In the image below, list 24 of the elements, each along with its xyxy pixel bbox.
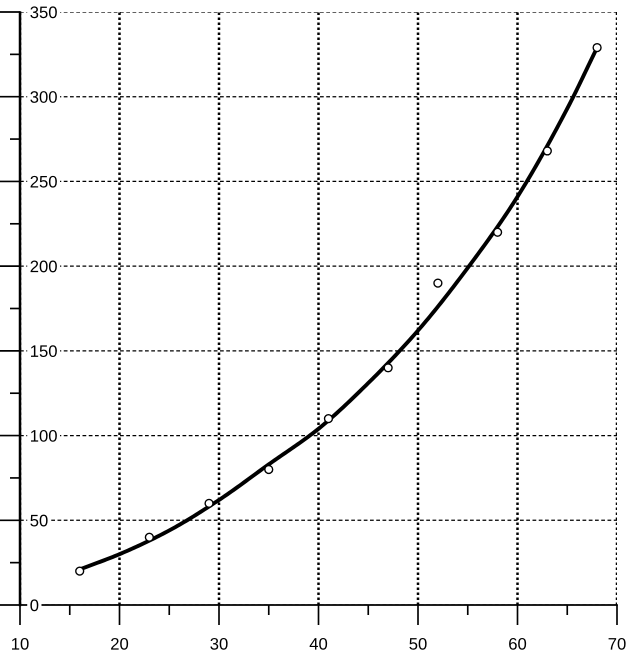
y-tick-label: 200 (30, 260, 57, 272)
x-tick-label: 10 (12, 638, 29, 650)
y-tick-label: 150 (30, 345, 57, 358)
y-tick-label: 300 (30, 91, 57, 103)
x-tick-label: 20 (111, 638, 128, 650)
x-tick-label: 30 (210, 638, 228, 650)
point (384, 363, 393, 372)
x-tick-label: 70 (608, 638, 626, 650)
y-tick-label: 350 (30, 6, 57, 18)
y-tick-label: 0 (30, 599, 38, 612)
y-tick-label: 100 (30, 430, 57, 442)
point (324, 414, 334, 424)
point (264, 464, 274, 474)
point (75, 566, 84, 576)
y-tick-label: 250 (30, 176, 57, 188)
point (542, 146, 552, 156)
x-tick-label: 50 (409, 638, 427, 650)
point (492, 228, 502, 237)
point (204, 498, 214, 508)
y-tick-label: 50 (30, 514, 48, 526)
x-tick-label: 60 (509, 638, 526, 650)
point (433, 278, 443, 288)
point (592, 42, 602, 52)
x-tick-label: 40 (310, 638, 328, 650)
